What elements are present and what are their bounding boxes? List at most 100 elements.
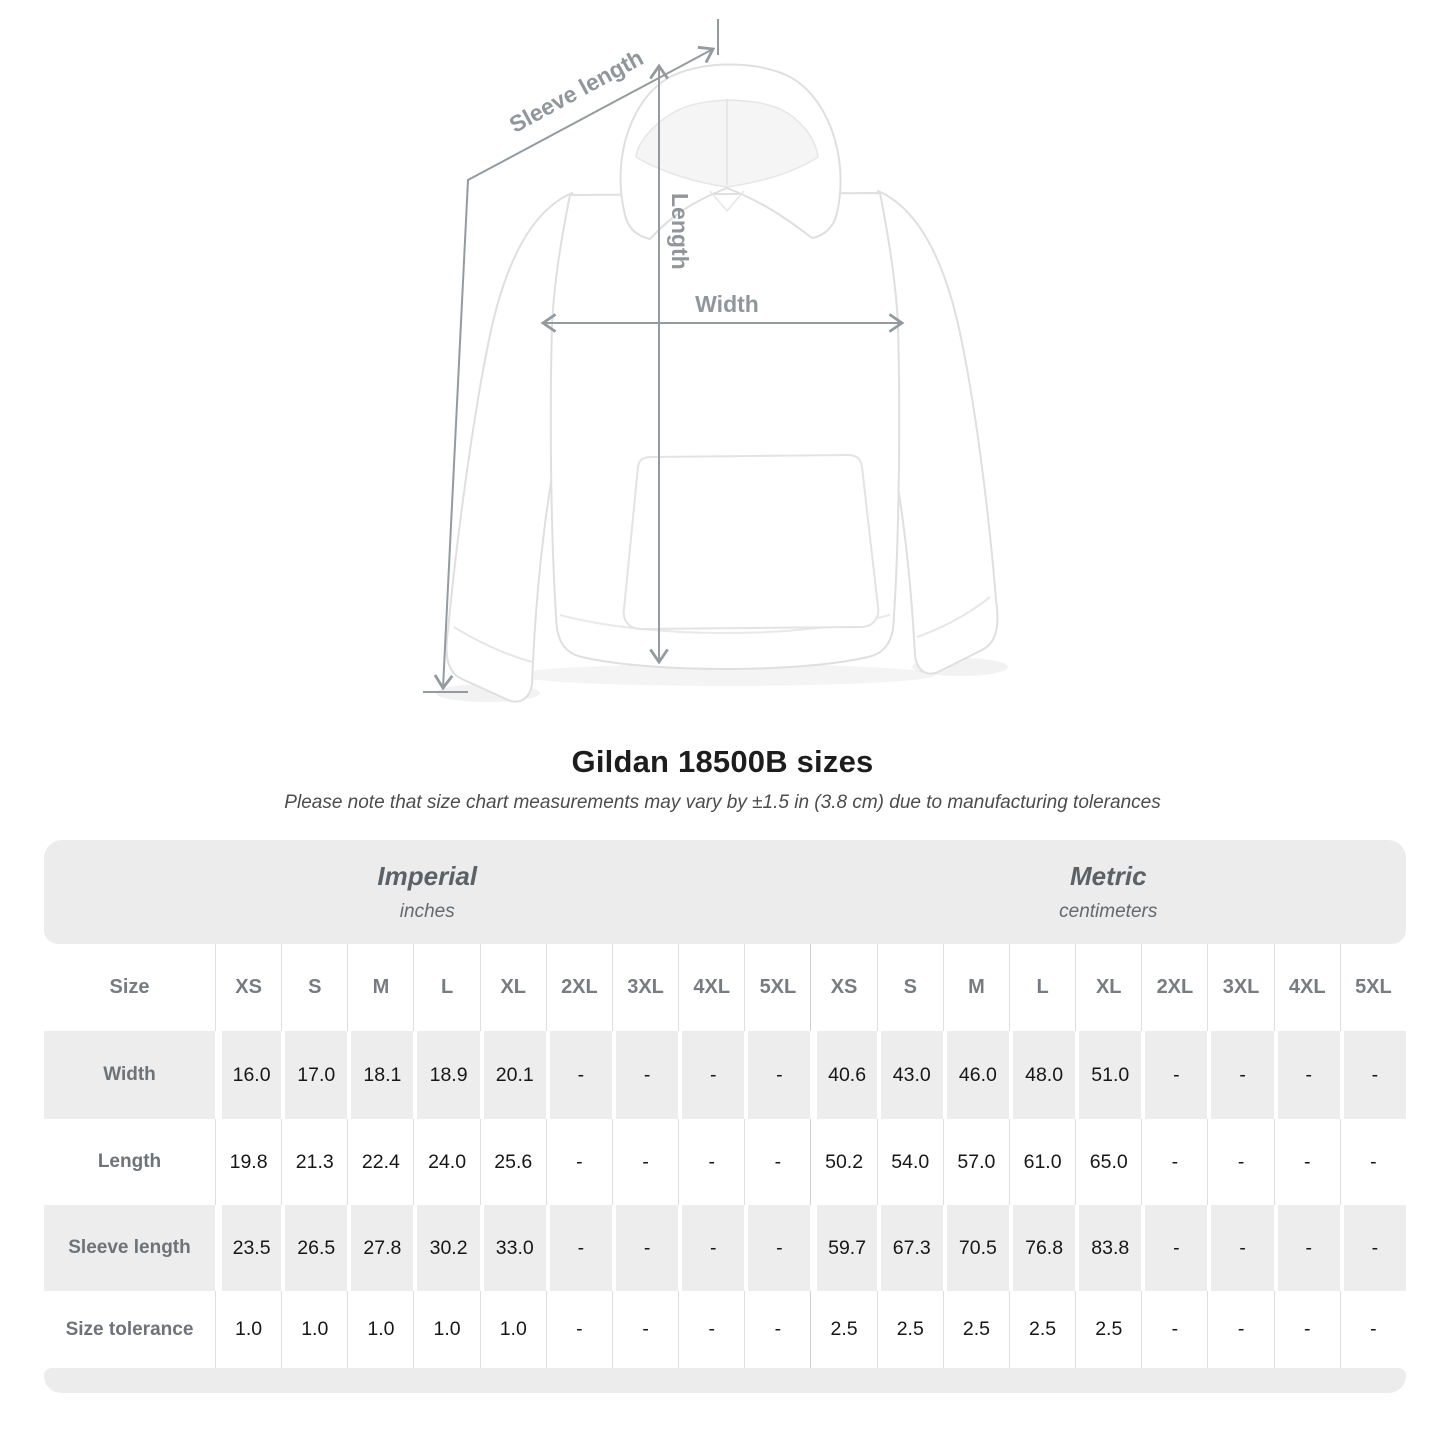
value-cell: - — [678, 1291, 744, 1368]
value-cell: - — [1207, 1031, 1274, 1119]
value-cell: - — [611, 1205, 679, 1291]
value-cell: 83.8 — [1075, 1205, 1142, 1291]
value-cell: 17.0 — [281, 1031, 348, 1119]
value-cell: 1.0 — [413, 1291, 479, 1368]
imperial-group-label: Imperial — [377, 861, 478, 891]
value-cell: 18.9 — [413, 1031, 480, 1119]
size-header-cell: L — [413, 944, 479, 1031]
value-cell: - — [1273, 1119, 1340, 1205]
size-header-cell: 4XL — [678, 944, 744, 1031]
value-cell: - — [1339, 1031, 1406, 1119]
value-cell: - — [545, 1291, 612, 1368]
size-header-cell: 3XL — [1207, 944, 1273, 1031]
value-cell: - — [1273, 1031, 1340, 1119]
value-cell: - — [611, 1291, 678, 1368]
sleeve-length-arrow — [433, 45, 716, 691]
value-cell: 18.1 — [347, 1031, 414, 1119]
value-cell: - — [1273, 1205, 1340, 1291]
value-cell: - — [678, 1031, 745, 1119]
imperial-group-unit: inches — [399, 901, 455, 922]
size-header-cell: XL — [1075, 944, 1141, 1031]
value-cell: 27.8 — [347, 1205, 414, 1291]
value-cell: 1.0 — [215, 1291, 281, 1368]
table-row-width: Width 16.0 17.0 18.1 18.9 20.1 - - - - 4… — [44, 1031, 1406, 1119]
value-cell: 23.5 — [215, 1205, 282, 1291]
value-cell: 22.4 — [347, 1119, 413, 1205]
value-cell: 50.2 — [810, 1119, 876, 1205]
value-cell: 1.0 — [479, 1291, 546, 1368]
value-cell: 67.3 — [876, 1205, 943, 1291]
value-cell: - — [1207, 1119, 1273, 1205]
value-cell: 57.0 — [942, 1119, 1009, 1205]
sleeve-length-label: Sleeve length — [505, 44, 648, 138]
value-cell: - — [678, 1205, 745, 1291]
value-cell: - — [1141, 1119, 1207, 1205]
size-header-cell: 2XL — [1141, 944, 1207, 1031]
value-cell: 2.5 — [810, 1291, 876, 1368]
value-cell: 48.0 — [1008, 1031, 1076, 1119]
value-cell: 65.0 — [1075, 1119, 1141, 1205]
value-cell: 24.0 — [413, 1119, 479, 1205]
metric-group-header: Metric centimeters — [811, 840, 1407, 944]
value-cell: 40.6 — [810, 1031, 877, 1119]
unit-group-header: Imperial inches Metric centimeters — [44, 840, 1406, 944]
value-cell: - — [744, 1031, 811, 1119]
value-cell: 43.0 — [876, 1031, 943, 1119]
value-cell: - — [1339, 1205, 1406, 1291]
value-cell: 2.5 — [942, 1291, 1009, 1368]
value-cell: - — [1141, 1031, 1208, 1119]
table-row-size-tolerance: Size tolerance 1.0 1.0 1.0 1.0 1.0 - - -… — [44, 1291, 1406, 1368]
value-cell: 1.0 — [281, 1291, 347, 1368]
value-cell: - — [1141, 1291, 1207, 1368]
size-header-cell: M — [347, 944, 413, 1031]
value-cell: 46.0 — [942, 1031, 1009, 1119]
table-row-length: Length 19.8 21.3 22.4 24.0 25.6 - - - - … — [44, 1119, 1406, 1205]
value-cell: 76.8 — [1008, 1205, 1076, 1291]
size-header-cell: 2XL — [545, 944, 612, 1031]
size-header-cell: 3XL — [611, 944, 678, 1031]
value-cell: 20.1 — [479, 1031, 546, 1119]
size-header-row: Size XS S M L XL 2XL 3XL 4XL 5XL XS S M … — [44, 944, 1406, 1031]
value-cell: 51.0 — [1075, 1031, 1142, 1119]
row-label: Length — [97, 1151, 162, 1172]
row-label: Sleeve length — [44, 1205, 215, 1291]
value-cell: - — [678, 1119, 744, 1205]
value-cell: - — [744, 1291, 810, 1368]
page-title: Gildan 18500B sizes — [571, 744, 874, 779]
hoodie-diagram: Sleeve length Length Width — [423, 19, 1008, 703]
metric-group-unit: centimeters — [1059, 901, 1158, 922]
value-cell: - — [545, 1031, 612, 1119]
value-cell: 2.5 — [876, 1291, 943, 1368]
size-header-cell: L — [1008, 944, 1075, 1031]
size-column-header: Size — [109, 976, 150, 998]
metric-group-label: Metric — [1069, 861, 1147, 891]
table-row-sleeve-length: Sleeve length 23.5 26.5 27.8 30.2 33.0 -… — [44, 1205, 1406, 1291]
hoodie-pocket — [622, 453, 880, 631]
value-cell: 2.5 — [1008, 1291, 1075, 1368]
value-cell: - — [611, 1119, 678, 1205]
size-header-cell: XS — [215, 944, 281, 1031]
row-label: Size tolerance — [65, 1318, 194, 1340]
value-cell: 25.6 — [479, 1119, 546, 1205]
value-cell: - — [1339, 1291, 1406, 1368]
value-cell: - — [1207, 1205, 1274, 1291]
value-cell: 16.0 — [215, 1031, 282, 1119]
value-cell: - — [1339, 1119, 1406, 1205]
value-cell: 26.5 — [281, 1205, 348, 1291]
width-label: Width — [695, 291, 759, 317]
value-cell: 70.5 — [942, 1205, 1009, 1291]
value-cell: 59.7 — [810, 1205, 877, 1291]
value-cell: - — [611, 1031, 679, 1119]
value-cell: - — [1141, 1205, 1208, 1291]
size-header-cell: XL — [479, 944, 546, 1031]
size-header-cell: S — [876, 944, 943, 1031]
imperial-group-header: Imperial inches — [44, 840, 811, 944]
value-cell: - — [545, 1205, 612, 1291]
value-cell: 54.0 — [876, 1119, 943, 1205]
row-label: Width — [44, 1031, 215, 1119]
value-cell: - — [1207, 1291, 1273, 1368]
size-header-cell: 5XL — [744, 944, 810, 1031]
hoodie-measurement-figure: Sleeve length Length Width — [420, 15, 1060, 715]
size-header-cell: M — [942, 944, 1009, 1031]
